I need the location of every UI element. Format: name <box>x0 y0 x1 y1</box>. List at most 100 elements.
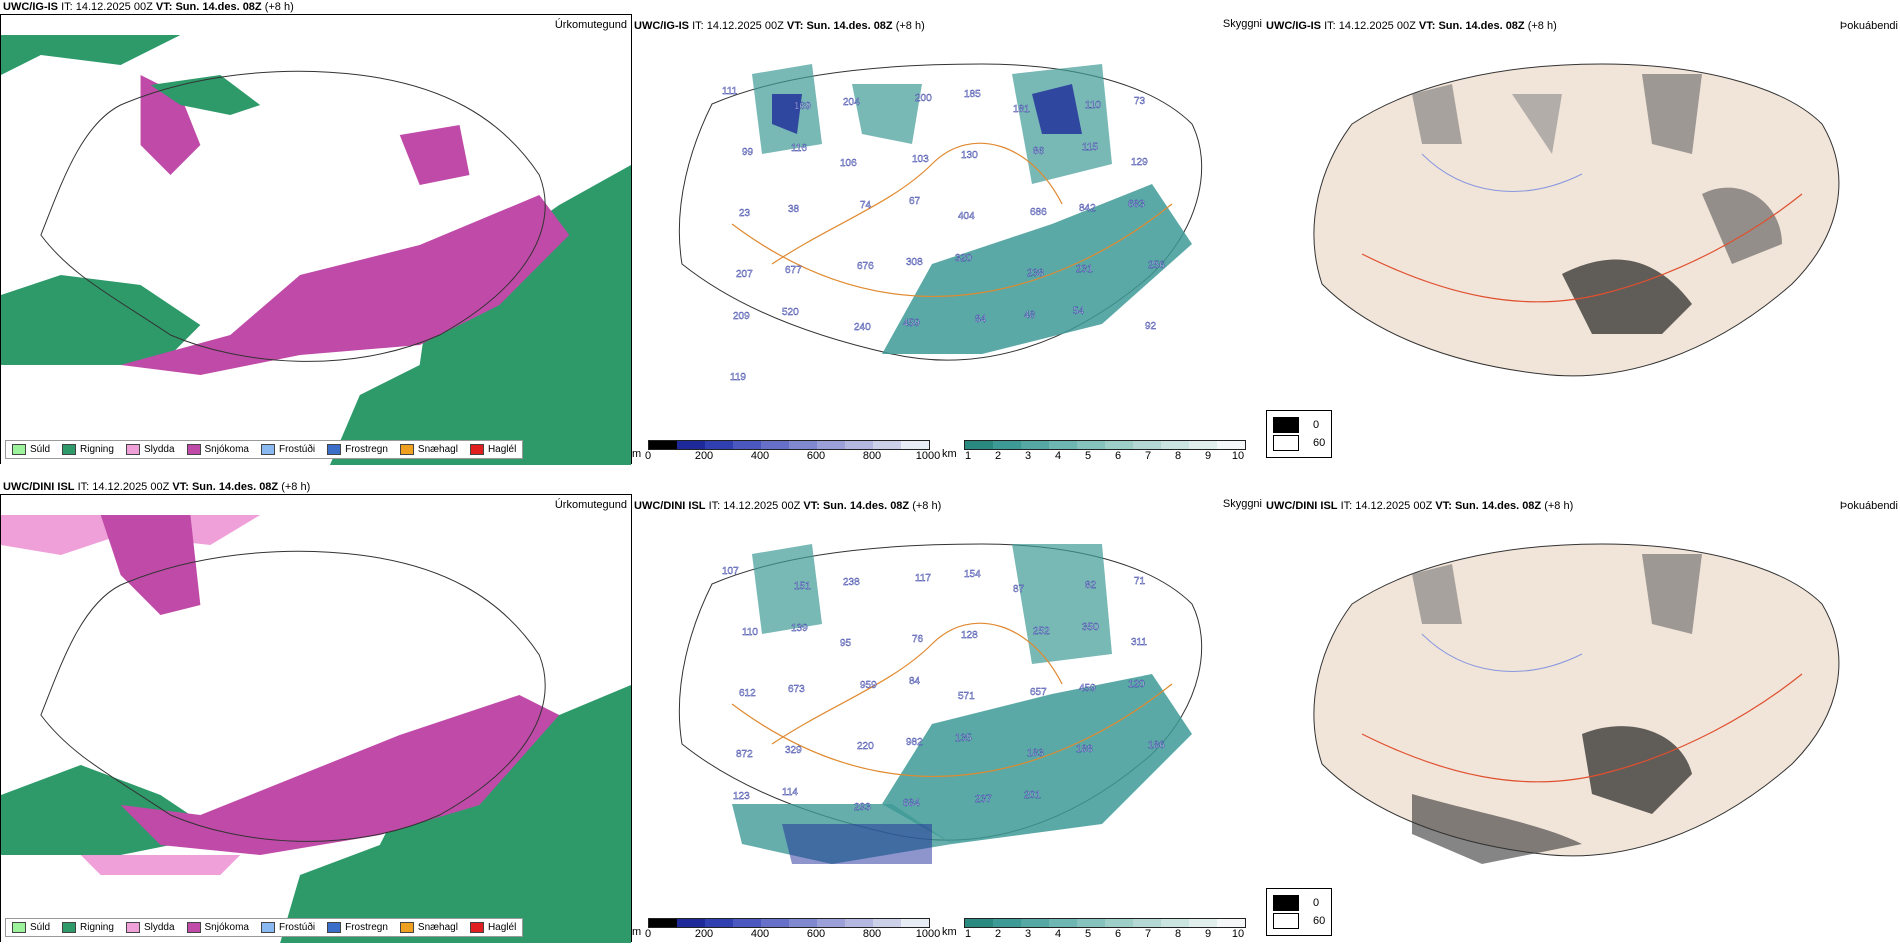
legend-label: Súld <box>30 444 51 455</box>
cloud-base-value: 71 <box>1134 576 1146 587</box>
cloud-base-value: 117 <box>915 573 931 584</box>
legend-item: Snæhagl <box>399 444 458 455</box>
colorbar-cell <box>705 919 733 927</box>
it-time: 14.12.2025 00Z <box>1338 20 1416 32</box>
legend-swatch <box>125 444 140 455</box>
model-name: UWC/IG-IS <box>634 20 689 32</box>
cloud-base-value: 73 <box>1134 96 1146 107</box>
colorbar-tick: 600 <box>806 450 826 462</box>
it-time: 14.12.2025 00Z <box>92 481 170 493</box>
fog-legend-row: 0 <box>1273 895 1325 911</box>
cloud-base-value: 23 <box>739 208 751 219</box>
model-name: UWC/DINI ISL <box>3 481 75 493</box>
colorbar-tick: 3 <box>1024 450 1032 462</box>
legend-item: Haglél <box>469 922 516 933</box>
cloud-base-value: 982 <box>906 737 923 748</box>
legend-swatch <box>125 922 140 933</box>
it-time: 14.12.2025 00Z <box>75 1 153 13</box>
cloud-base-value: 120 <box>1128 679 1145 690</box>
cloud-base-value: 571 <box>958 691 975 702</box>
colorbar-tick: 400 <box>750 450 770 462</box>
colorbar-cell <box>1077 441 1105 449</box>
cloud-base-value: 48 <box>1024 310 1036 321</box>
cloud-base-value: 520 <box>782 307 799 318</box>
it-label: IT: <box>708 500 721 512</box>
cloud-base-value: 676 <box>857 261 874 272</box>
cloud-base-value: 204 <box>843 97 860 108</box>
cloud-base-value: 231 <box>1076 264 1093 275</box>
cloud-base-value: 183 <box>1027 748 1044 759</box>
colorbar-cell <box>965 441 993 449</box>
colorbar-cell <box>705 441 733 449</box>
lead-time: (+8 h) <box>912 500 942 512</box>
cloud-base-value: 110 <box>1085 100 1101 111</box>
cloud-base-value: 252 <box>1033 626 1050 637</box>
colorbar-cell <box>965 919 993 927</box>
colorbar-tick: 800 <box>862 928 882 940</box>
lead-time: (+8 h) <box>1544 500 1574 512</box>
colorbar-cell <box>1217 441 1245 449</box>
cloud-base-value: 201 <box>1024 790 1041 801</box>
field-name: Skyggni <box>1222 18 1262 30</box>
cloud-base-value: 209 <box>733 311 750 322</box>
cloud-panel-top: 111 169 204 200 185 181 110 73 99 116 106 103 130 86 1… <box>632 14 1262 464</box>
cloud-base-value: 107 <box>722 566 739 577</box>
cloud-base-value: 350 <box>1082 622 1099 633</box>
cloud-base-value: 169 <box>794 101 811 112</box>
valid-time: VT: Sun. 14.des. 08Z <box>155 1 262 13</box>
cloud-base-value: 188 <box>1076 744 1093 755</box>
legend-item: Snæhagl <box>399 922 458 933</box>
colorbar-cell <box>1189 441 1217 449</box>
cloud-base-value: 329 <box>785 745 802 756</box>
model-name: UWC/IG-IS <box>3 1 58 13</box>
colorbar-tick: 800 <box>862 450 882 462</box>
colorbar-cell <box>817 441 845 449</box>
fog-label: 60 <box>1313 915 1326 927</box>
cloud-base-value: 872 <box>736 749 753 760</box>
colorbar-cell <box>873 441 901 449</box>
colorbar-tick: 200 <box>694 450 714 462</box>
precip-legend: Súld Rigning Slydda Snjókoma Frostúði Frostre… <box>5 918 524 937</box>
colorbar-cell <box>1021 919 1049 927</box>
colorbar-cell <box>761 919 789 927</box>
colorbar-cell <box>817 919 845 927</box>
cloud-base-value: 76 <box>912 634 924 645</box>
cloud-base-value: 115 <box>1082 142 1098 153</box>
legend-label: Slydda <box>143 444 175 455</box>
colorbar-cell <box>845 919 873 927</box>
colorbar-tick: 5 <box>1084 928 1092 940</box>
colorbar-cell <box>993 919 1021 927</box>
panel-title: UWC/IG-IS IT: 14.12.2025 00Z VT: Sun. 14… <box>634 20 925 32</box>
fog-label: 0 <box>1313 419 1320 431</box>
cloud-base-value: 74 <box>860 200 872 211</box>
colorbar-tick: 4 <box>1054 928 1062 940</box>
colorbar-cell <box>733 919 761 927</box>
colorbar-cell <box>1049 919 1077 927</box>
legend-item: Frostúði <box>260 922 315 933</box>
cloud-base-value: 123 <box>733 791 750 802</box>
legend-swatch <box>327 444 342 455</box>
valid-time: VT: Sun. 14.des. 08Z <box>803 500 910 512</box>
fog-legend-row: 60 <box>1273 435 1325 451</box>
colorbar-tick: 7 <box>1144 928 1152 940</box>
it-label: IT: <box>77 481 90 493</box>
cloud-base-value: 151 <box>794 581 811 592</box>
fog-panel-top: UWC/IG-IS IT: 14.12.2025 00Z VT: Sun. 14… <box>1262 14 1900 464</box>
colorbar-tick: 0 <box>644 450 652 462</box>
colorbar-cell <box>1133 919 1161 927</box>
cloud-base-value: 116 <box>791 143 807 154</box>
legend-label: Frostregn <box>345 444 388 455</box>
cloud-base-value: 82 <box>1085 580 1097 591</box>
cloud-base-value: 86 <box>1033 146 1045 157</box>
colorbar-tick: 4 <box>1054 450 1062 462</box>
fog-label: 0 <box>1313 897 1320 909</box>
cloud-base-value: 84 <box>909 676 921 687</box>
legend-item: Rigning <box>62 444 114 455</box>
fog-label: 60 <box>1313 437 1326 449</box>
fog-swatch <box>1273 913 1299 929</box>
legend-item: Snjókoma <box>186 444 249 455</box>
cloud-base-value: 106 <box>840 158 857 169</box>
cloud-base-value: 87 <box>1013 584 1025 595</box>
panel-title: UWC/IG-IS IT: 14.12.2025 00Z VT: Sun. 14… <box>1266 20 1557 32</box>
cloud-base-value: 612 <box>739 688 756 699</box>
